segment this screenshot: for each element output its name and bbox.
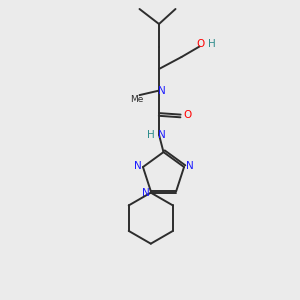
Text: N: N xyxy=(158,130,166,140)
Text: N: N xyxy=(186,160,193,170)
Text: O: O xyxy=(183,110,191,120)
Text: N: N xyxy=(142,188,149,198)
Text: N: N xyxy=(134,160,141,170)
Text: H: H xyxy=(208,38,216,49)
Text: H: H xyxy=(147,130,154,140)
Text: O: O xyxy=(197,38,205,49)
Text: Me: Me xyxy=(130,95,143,104)
Text: N: N xyxy=(158,85,166,96)
